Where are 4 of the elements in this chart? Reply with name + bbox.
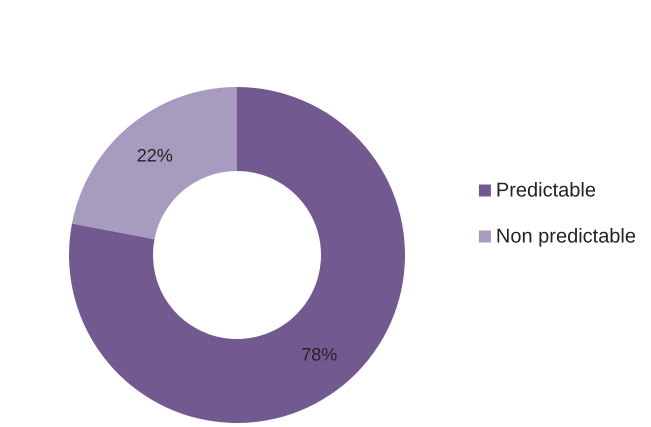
legend-label: Non predictable bbox=[496, 226, 636, 248]
data-label: 78% bbox=[301, 344, 338, 364]
legend-label: Predictable bbox=[496, 180, 596, 202]
data-label: 22% bbox=[136, 146, 173, 166]
